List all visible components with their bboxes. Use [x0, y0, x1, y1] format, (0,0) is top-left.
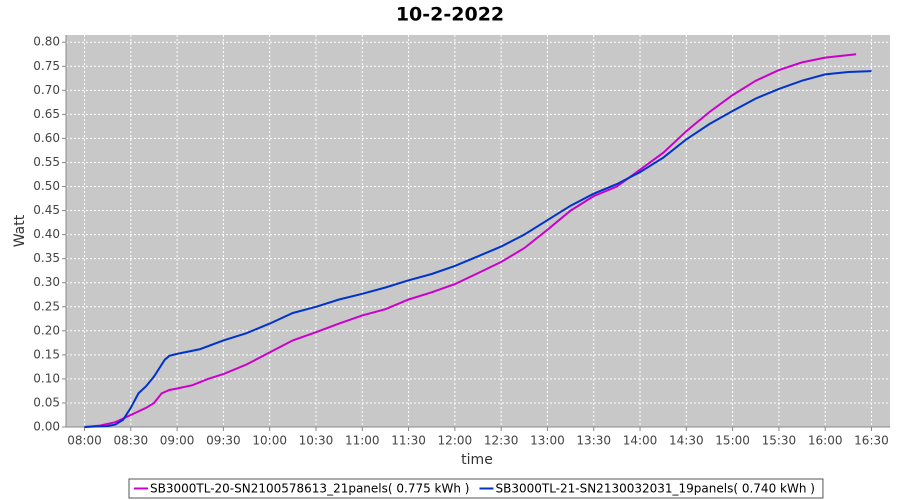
x-tick-label: 14:00	[623, 434, 658, 448]
y-axis-label: Watt	[12, 214, 28, 247]
x-tick-label: 12:00	[438, 434, 473, 448]
series-line	[84, 53, 857, 428]
x-tick-label: 15:30	[762, 434, 797, 448]
x-tick-label: 12:30	[484, 434, 519, 448]
y-tick-label: 0.40	[33, 227, 60, 241]
x-tick-label: 08:30	[114, 434, 149, 448]
x-tick-label: 14:30	[669, 434, 704, 448]
y-tick-label: 0.70	[33, 83, 60, 97]
x-tick-label: 11:00	[345, 434, 380, 448]
y-tick-label: 0.25	[33, 299, 60, 313]
y-tick-label: 0.00	[33, 420, 60, 434]
x-tick-label: 16:30	[854, 434, 889, 448]
series-line	[84, 70, 872, 428]
x-tick-label: 08:00	[67, 434, 102, 448]
y-tick-label: 0.05	[33, 395, 60, 409]
x-axis-label: time	[461, 452, 493, 468]
y-tick-label: 0.50	[33, 179, 60, 193]
chart-title: 10-2-2022	[396, 4, 504, 26]
y-tick-label: 0.45	[33, 203, 60, 217]
x-tick-label: 09:30	[206, 434, 241, 448]
x-tick-label: 16:00	[808, 434, 843, 448]
y-tick-label: 0.35	[33, 251, 60, 265]
x-tick-label: 13:30	[576, 434, 611, 448]
y-tick-label: 0.30	[33, 275, 60, 289]
x-tick-label: 11:30	[391, 434, 426, 448]
x-tick-label: 10:30	[299, 434, 334, 448]
y-tick-label: 0.15	[33, 347, 60, 361]
y-tick-label: 0.60	[33, 131, 60, 145]
x-tick-label: 15:00	[715, 434, 750, 448]
x-tick-label: 09:00	[160, 434, 195, 448]
y-tick-label: 0.10	[33, 371, 60, 385]
y-tick-label: 0.20	[33, 323, 60, 337]
legend-label: SB3000TL-21-SN2130032031_19panels( 0.740…	[495, 482, 814, 496]
y-tick-label: 0.65	[33, 107, 60, 121]
x-tick-label: 10:00	[252, 434, 287, 448]
y-tick-label: 0.55	[33, 155, 60, 169]
x-tick-label: 13:00	[530, 434, 565, 448]
legend-label: SB3000TL-20-SN2100578613_21panels( 0.775…	[150, 482, 469, 496]
y-tick-label: 0.80	[33, 35, 60, 49]
y-tick-label: 0.75	[33, 59, 60, 73]
legend-box	[128, 478, 824, 499]
